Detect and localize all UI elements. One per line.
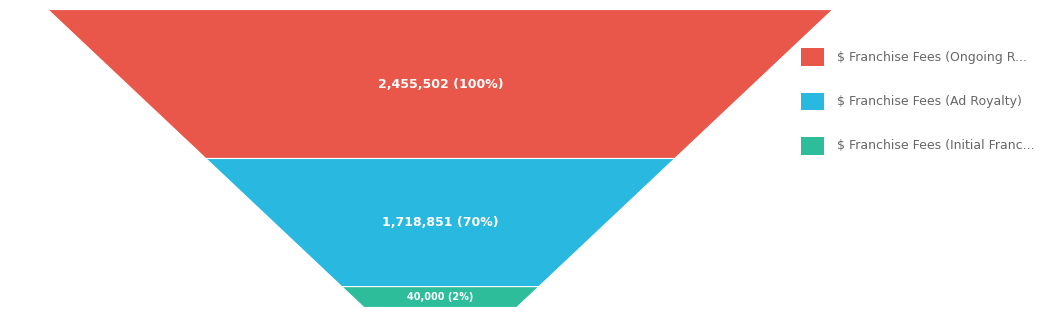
Text: 1,718,851 (70%): 1,718,851 (70%)	[382, 216, 499, 229]
Text: $ Franchise Fees (Ad Royalty): $ Franchise Fees (Ad Royalty)	[837, 95, 1022, 108]
Polygon shape	[342, 287, 539, 307]
Text: $ Franchise Fees (Initial Franc...: $ Franchise Fees (Initial Franc...	[837, 139, 1034, 152]
Text: 2,455,502 (100%): 2,455,502 (100%)	[378, 77, 503, 91]
FancyBboxPatch shape	[801, 48, 824, 66]
Polygon shape	[48, 10, 833, 158]
FancyBboxPatch shape	[801, 137, 824, 155]
FancyBboxPatch shape	[801, 93, 824, 110]
Text: 40,000 (2%): 40,000 (2%)	[407, 292, 473, 302]
Polygon shape	[206, 158, 675, 287]
Text: $ Franchise Fees (Ongoing R...: $ Franchise Fees (Ongoing R...	[837, 50, 1027, 64]
